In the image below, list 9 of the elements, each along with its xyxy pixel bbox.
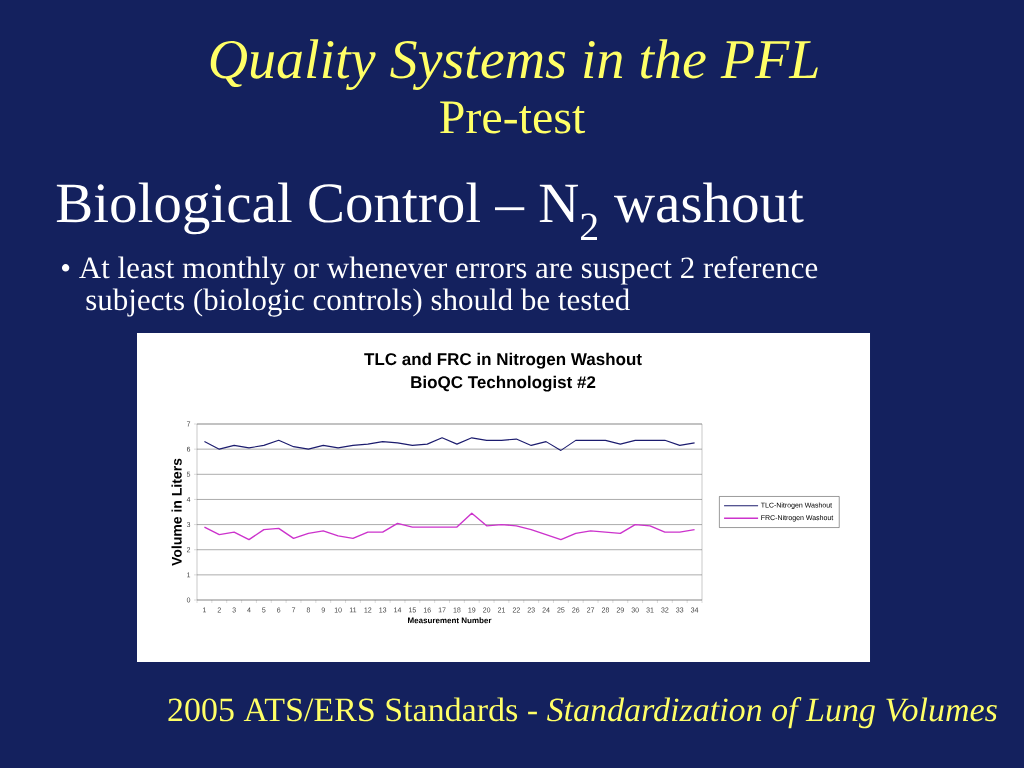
x-axis-title: Measurement Number [408,617,492,624]
text: Quality Systems in the PFL [210,39,818,91]
chart-title: TLC and FRC in Nitrogen Washout [364,352,642,369]
text: Biological Control – N$_{2}$ washout [56,182,804,240]
text: Pre-test [440,101,586,134]
text: 2005 ATS/ERS Standards - Standardization of Lung Volumes [168,697,997,729]
chart-subtitle: BioQC Technologist #2 [411,375,596,392]
y-axis-title: Volume in Liters [171,458,182,566]
text: • At least monthly or whenever errors are suspect 2 reference subjects (biologic controls) should be tested [61,256,818,317]
